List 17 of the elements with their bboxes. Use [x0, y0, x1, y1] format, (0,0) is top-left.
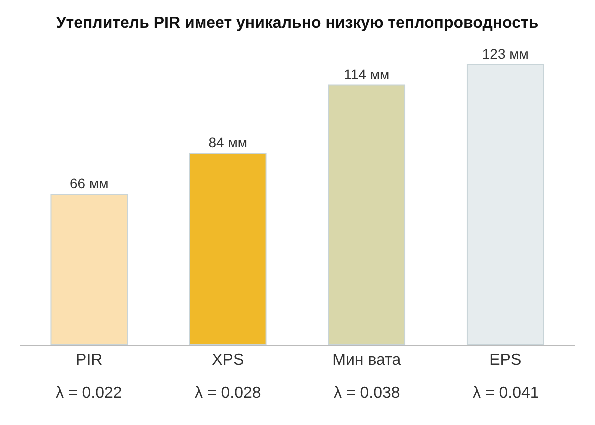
data-label: 114 мм — [344, 66, 390, 82]
data-label: 84 мм — [208, 134, 248, 151]
bar — [466, 64, 544, 345]
x-tick-label: PIR — [76, 352, 103, 370]
bar — [189, 153, 267, 345]
text: λ = 0.041 — [473, 385, 540, 402]
x-tick-label: Мин вата — [332, 352, 402, 370]
text: λ = 0.022 — [56, 385, 122, 402]
bar — [50, 194, 128, 345]
bar — [328, 84, 406, 345]
data-label: 123 мм — [482, 46, 529, 62]
x-tick-label: EPS — [490, 352, 522, 370]
data-label: 66 мм — [70, 176, 109, 192]
text: λ = 0.028 — [195, 385, 262, 402]
x-tick-label: XPS — [212, 352, 244, 370]
text: λ = 0.038 — [334, 385, 400, 402]
chart-title: Утеплитель PIR имеет уникально низкую теплопроводность — [56, 15, 539, 32]
